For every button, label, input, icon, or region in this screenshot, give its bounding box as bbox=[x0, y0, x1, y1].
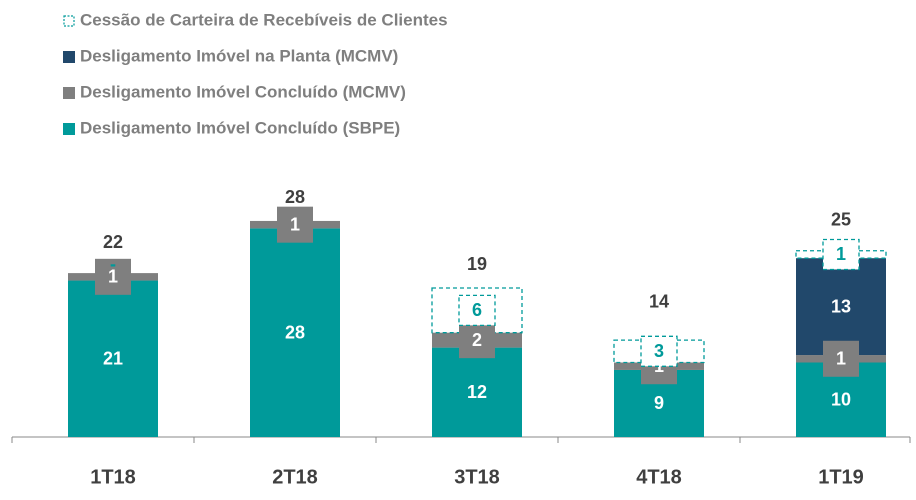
bar-segment bbox=[432, 347, 522, 437]
legend-swatch bbox=[63, 15, 75, 27]
x-tick-label: 4T18 bbox=[636, 466, 682, 488]
legend-swatch bbox=[63, 87, 75, 99]
x-tick-label: 1T18 bbox=[90, 466, 136, 488]
total-label: 22 bbox=[103, 232, 123, 252]
bar-segment bbox=[431, 287, 523, 334]
legend-label: Desligamento Imóvel Concluído (SBPE) bbox=[80, 118, 400, 137]
data-label: 12 bbox=[467, 382, 487, 402]
data-label: 6 bbox=[472, 300, 482, 320]
x-tick-label: 1T19 bbox=[818, 466, 864, 488]
legend-label: Desligamento Imóvel na Planta (MCMV) bbox=[80, 46, 398, 65]
data-label: 1 bbox=[836, 349, 846, 369]
legend-label: Desligamento Imóvel Concluído (MCMV) bbox=[80, 82, 406, 101]
data-label: 28 bbox=[285, 322, 305, 342]
label-box bbox=[640, 335, 678, 367]
data-label: 21 bbox=[103, 349, 123, 369]
legend-label: Cessão de Carteira de Recebíveis de Clie… bbox=[80, 10, 448, 29]
x-tick-label: 2T18 bbox=[272, 466, 318, 488]
label-box bbox=[459, 322, 495, 359]
bar-segment bbox=[68, 280, 158, 437]
bar-segment bbox=[250, 228, 340, 437]
label-box bbox=[277, 206, 313, 243]
bar-segment bbox=[796, 258, 886, 356]
total-label: 25 bbox=[831, 210, 851, 230]
total-label: 14 bbox=[649, 291, 669, 311]
data-label: 10 bbox=[831, 390, 851, 410]
label-box bbox=[822, 238, 860, 271]
legend-swatch bbox=[63, 51, 75, 63]
data-label: 1 bbox=[836, 244, 846, 264]
data-label: - bbox=[110, 254, 116, 274]
legend-swatch bbox=[63, 123, 75, 135]
total-label: 19 bbox=[467, 254, 487, 274]
data-label: 1 bbox=[108, 267, 118, 287]
data-label: 1 bbox=[290, 214, 300, 234]
x-tick-label: 3T18 bbox=[454, 466, 500, 488]
label-box bbox=[95, 258, 131, 295]
data-label: 3 bbox=[654, 341, 664, 361]
data-label: 13 bbox=[831, 296, 851, 316]
data-label: 9 bbox=[654, 393, 664, 413]
label-box bbox=[823, 340, 859, 377]
label-box bbox=[458, 294, 496, 327]
data-label: 2 bbox=[472, 330, 482, 350]
total-label: 28 bbox=[285, 187, 305, 207]
